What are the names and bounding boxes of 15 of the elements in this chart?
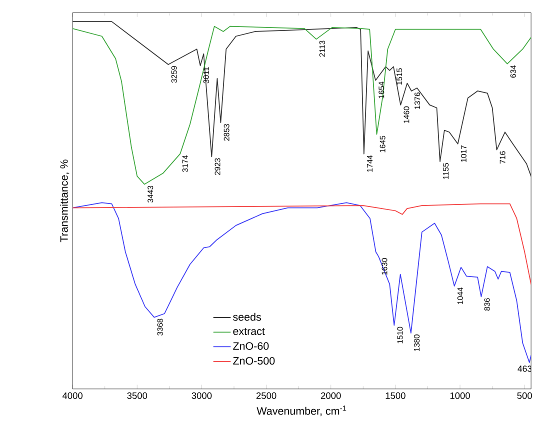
y-axis-title: Transmittance, % [60,160,70,242]
x-tick-label: 4000 [62,392,83,400]
legend-label: seeds [233,313,261,321]
x-tick-label: 1000 [450,392,470,400]
x-axis-title: Wavenumber, cm$^{-1}$ [256,406,346,416]
x-tick-label: 2000 [321,392,341,400]
x-tick-label: 1500 [386,392,406,400]
x-tick-label: 3500 [127,392,148,400]
legend-label: ZnO-500 [233,357,275,365]
x-tick-label: 2500 [256,392,276,400]
x-tick-label: 3000 [192,392,212,400]
x-tick-label: 500 [517,392,532,400]
legend-label: extract [233,328,265,336]
legend-label: ZnO-60 [233,342,269,350]
annotation: 463 [518,366,532,372]
